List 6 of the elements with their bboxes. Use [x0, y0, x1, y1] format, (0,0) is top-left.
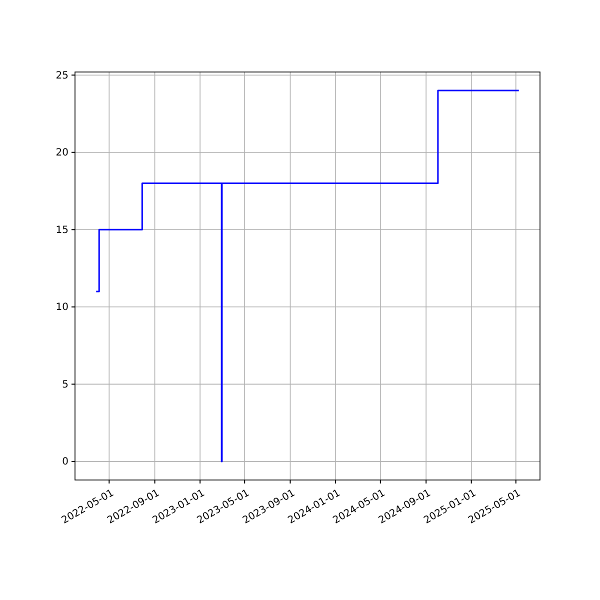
y-tick-label: 20	[56, 148, 68, 159]
y-tick-label: 25	[56, 70, 68, 82]
y-tick-label: 10	[56, 302, 68, 314]
y-tick-label: 0	[62, 456, 68, 468]
y-tick-label: 15	[56, 224, 68, 236]
y-tick-label: 5	[62, 379, 68, 390]
